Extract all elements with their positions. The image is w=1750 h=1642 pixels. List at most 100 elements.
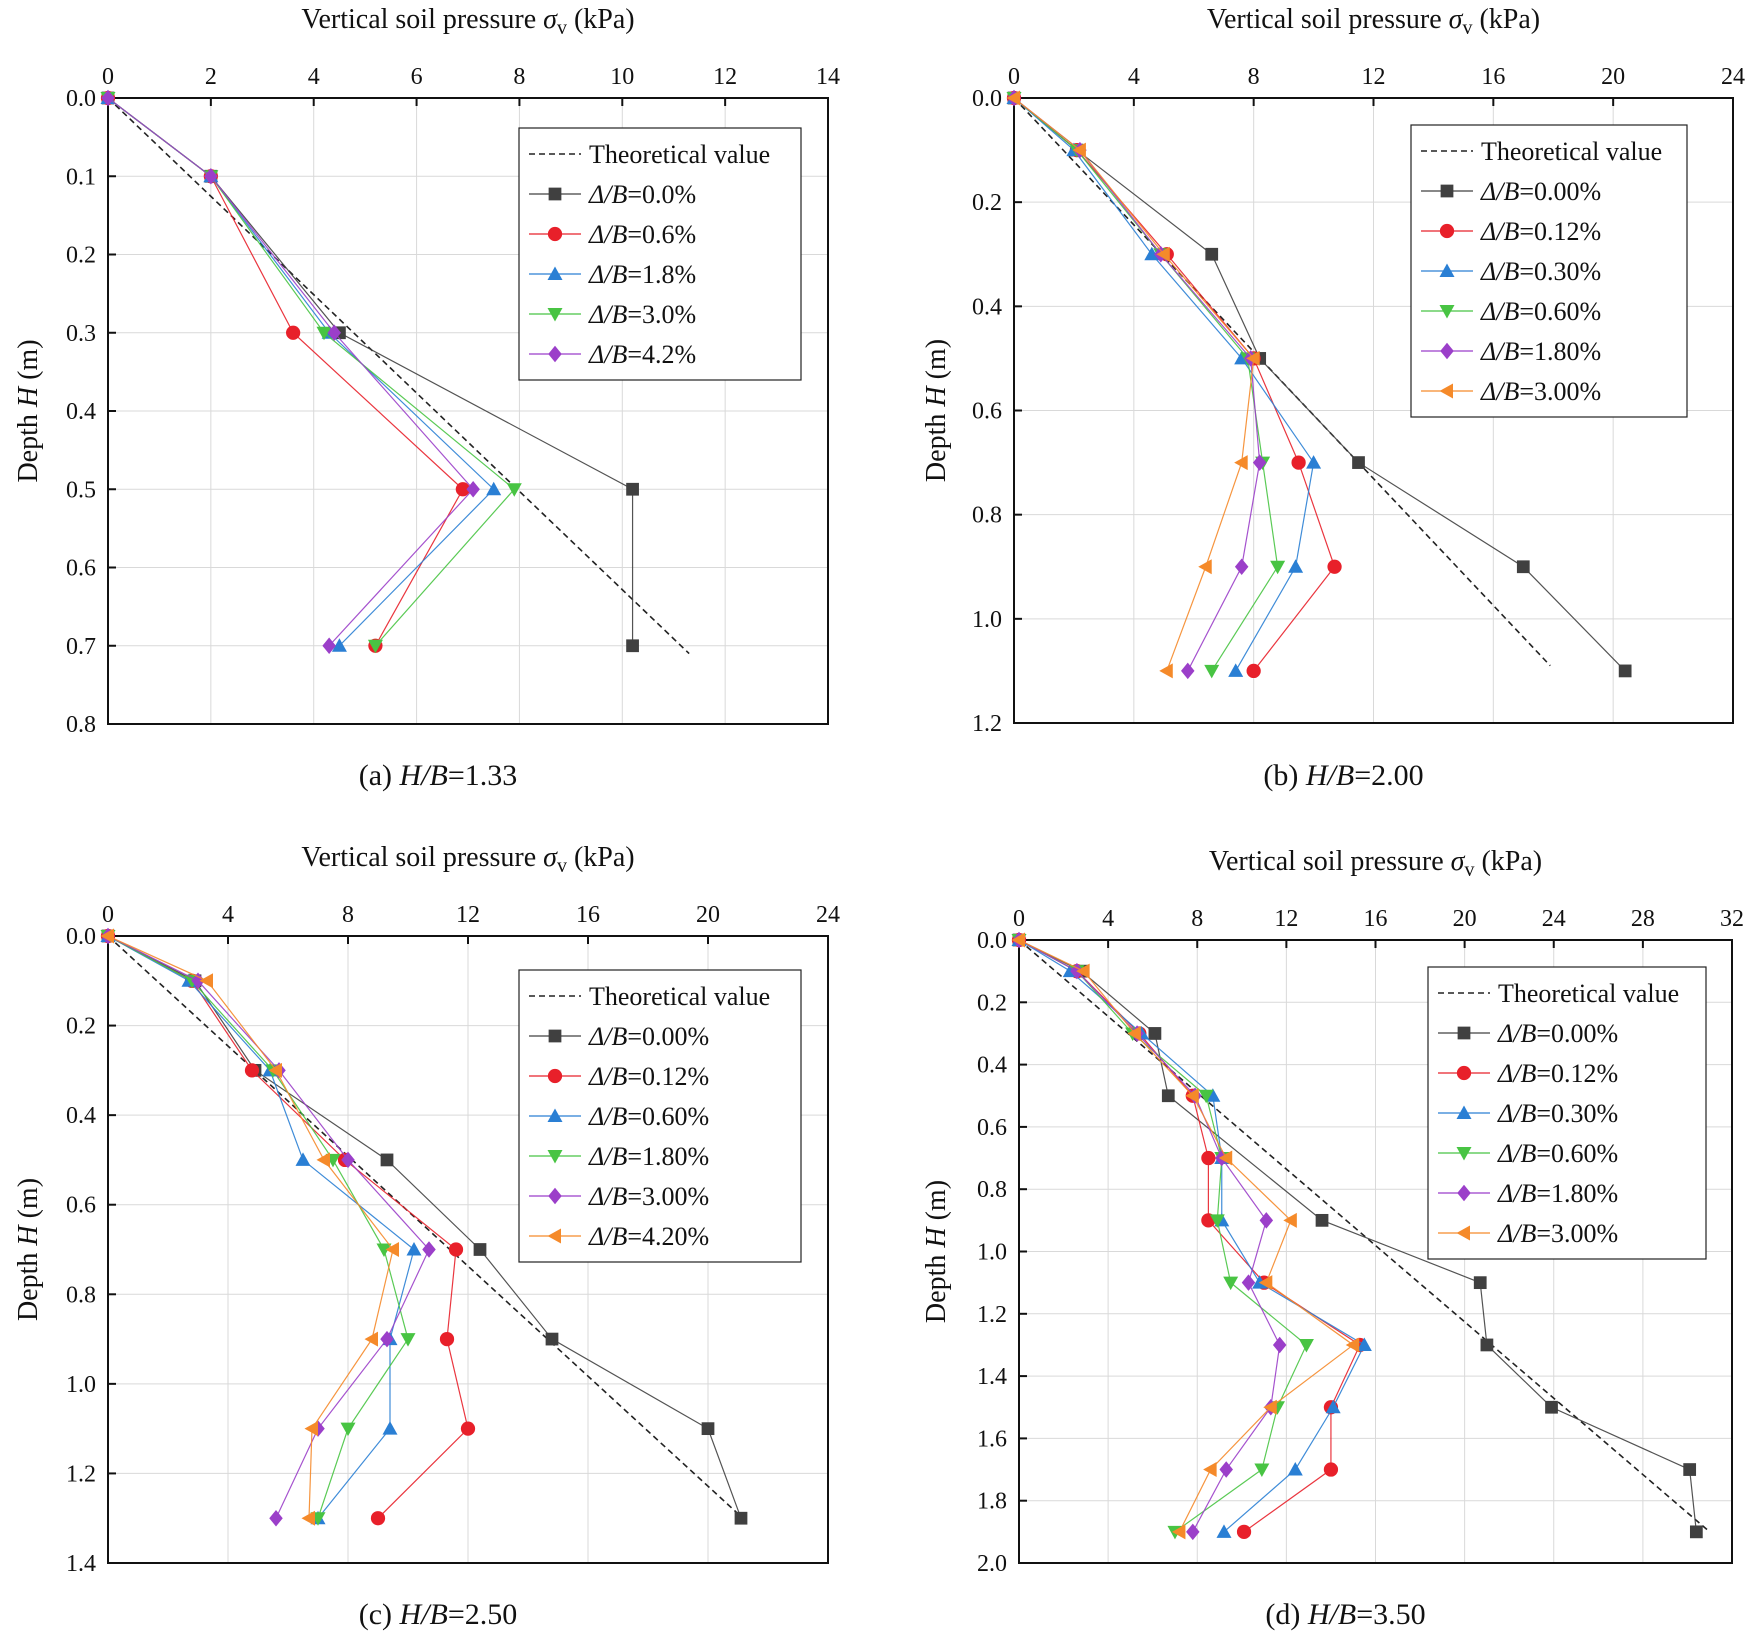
y-tick-label: 0.4 (972, 294, 1002, 320)
x-tick-label: 4 (308, 64, 320, 90)
data-point (1006, 90, 1020, 106)
y-tick-label: 0.5 (66, 477, 96, 503)
data-point (1246, 350, 1260, 366)
x-tick-label: 14 (816, 64, 840, 90)
series-line (1013, 97, 1279, 672)
legend-label: Δ/B=0.12% (1497, 1059, 1618, 1088)
data-point (1219, 1461, 1233, 1478)
data-point (1272, 1336, 1287, 1354)
data-point (506, 483, 522, 497)
legend-box (518, 127, 802, 381)
y-tick-label: 0.6 (977, 1115, 1007, 1141)
data-point (331, 638, 347, 652)
series-line (107, 935, 415, 1519)
data-point (304, 1421, 318, 1437)
series-1 (1011, 932, 1368, 1539)
data-point (1201, 1150, 1216, 1166)
y-tick-label: 0.2 (972, 190, 1002, 216)
series-line (107, 97, 474, 647)
data-point (1171, 1524, 1186, 1540)
y-tick-label: 0.1 (66, 164, 96, 190)
data-point (1288, 559, 1304, 573)
x-tick-label: 4 (1102, 906, 1114, 932)
y-tick-label: 1.2 (972, 711, 1002, 737)
data-point (406, 1242, 422, 1256)
series-3 (1006, 92, 1286, 679)
legend-swatch-marker (547, 1068, 563, 1084)
series-1 (100, 928, 476, 1526)
x-tick-label: 12 (1362, 64, 1386, 90)
data-point (1480, 1338, 1494, 1352)
data-point (380, 1153, 394, 1167)
legend-label: Δ/B=3.00% (588, 1182, 709, 1211)
legend-label: Δ/B=4.20% (588, 1222, 709, 1251)
data-point (1241, 1274, 1256, 1291)
data-point (1186, 1523, 1200, 1541)
legend-label: Δ/B=0.00% (1480, 177, 1601, 206)
x-tick-label: 16 (1364, 906, 1388, 932)
data-point (1345, 1337, 1360, 1353)
data-point (400, 1333, 416, 1347)
x-tick-label: 0 (1008, 64, 1020, 90)
series-line (107, 97, 516, 647)
x-axis-title: Vertical soil pressure σv (kPa) (301, 4, 634, 39)
data-point (1209, 1214, 1225, 1228)
data-point (1325, 1399, 1341, 1414)
x-tick-label: 20 (1601, 64, 1625, 90)
data-point (1204, 664, 1220, 679)
legend-label: Δ/B=3.00% (1480, 377, 1601, 406)
legend-label: Δ/B=3.0% (588, 300, 696, 329)
x-tick-label: 24 (816, 902, 840, 928)
legend-swatch-marker (1439, 263, 1455, 277)
legend-label: Δ/B=0.60% (1480, 297, 1601, 326)
data-point (1205, 247, 1219, 261)
legend-label: Δ/B=1.8% (588, 260, 696, 289)
y-tick-label: 0.6 (66, 1193, 96, 1219)
y-axis-title: Depth H (m) (13, 1178, 44, 1321)
series-line (1018, 939, 1308, 1533)
x-tick-label: 24 (1721, 64, 1745, 90)
data-point (204, 168, 218, 185)
series-4 (101, 89, 480, 654)
data-point (1306, 455, 1322, 469)
data-point (340, 1422, 356, 1437)
legend-swatch-marker (1456, 1225, 1470, 1241)
data-point (316, 1152, 330, 1168)
legend-swatch-marker (1440, 342, 1454, 360)
data-point (422, 1241, 436, 1258)
data-point (327, 324, 342, 341)
series-0 (1012, 933, 1703, 1539)
y-tick-label: 1.0 (972, 607, 1002, 633)
data-point (1161, 1089, 1175, 1103)
y-tick-label: 1.2 (977, 1302, 1007, 1328)
data-point (364, 1331, 378, 1347)
y-tick-label: 0.6 (66, 556, 96, 582)
data-point (199, 973, 213, 989)
y-tick-label: 1.0 (977, 1240, 1007, 1266)
legend: Theoretical value Δ/B=0.00% Δ/B=0.12% Δ/B=0… (1410, 124, 1688, 418)
data-point (1298, 1338, 1314, 1353)
legend-label: Δ/B=0.00% (1497, 1019, 1618, 1048)
legend-swatch-marker (547, 308, 563, 322)
legend-swatch-marker (547, 226, 563, 242)
data-point (1218, 1150, 1233, 1166)
data-point (1236, 1524, 1252, 1539)
data-point (1011, 932, 1025, 948)
data-point (1263, 1399, 1277, 1415)
y-tick-label: 0.2 (66, 243, 96, 269)
x-tick-label: 6 (411, 64, 423, 90)
series-5 (1011, 932, 1360, 1540)
legend-swatch-marker (548, 345, 562, 363)
panel-caption: (c) H/B=2.50 (359, 1598, 518, 1631)
data-point (1618, 664, 1632, 678)
y-axis-title: Depth H (m) (13, 339, 44, 482)
data-point (460, 1421, 476, 1436)
y-tick-label: 0.0 (66, 86, 96, 112)
series-line (1013, 97, 1315, 672)
data-point (385, 1242, 399, 1257)
series-line (107, 935, 469, 1519)
legend: Theoretical value Δ/B=0.0% Δ/B=0.6% Δ/B=1.8… (518, 127, 802, 381)
y-tick-label: 0.0 (66, 924, 96, 950)
legend-swatch-marker (547, 266, 563, 280)
legend-swatch-marker (548, 1187, 562, 1205)
